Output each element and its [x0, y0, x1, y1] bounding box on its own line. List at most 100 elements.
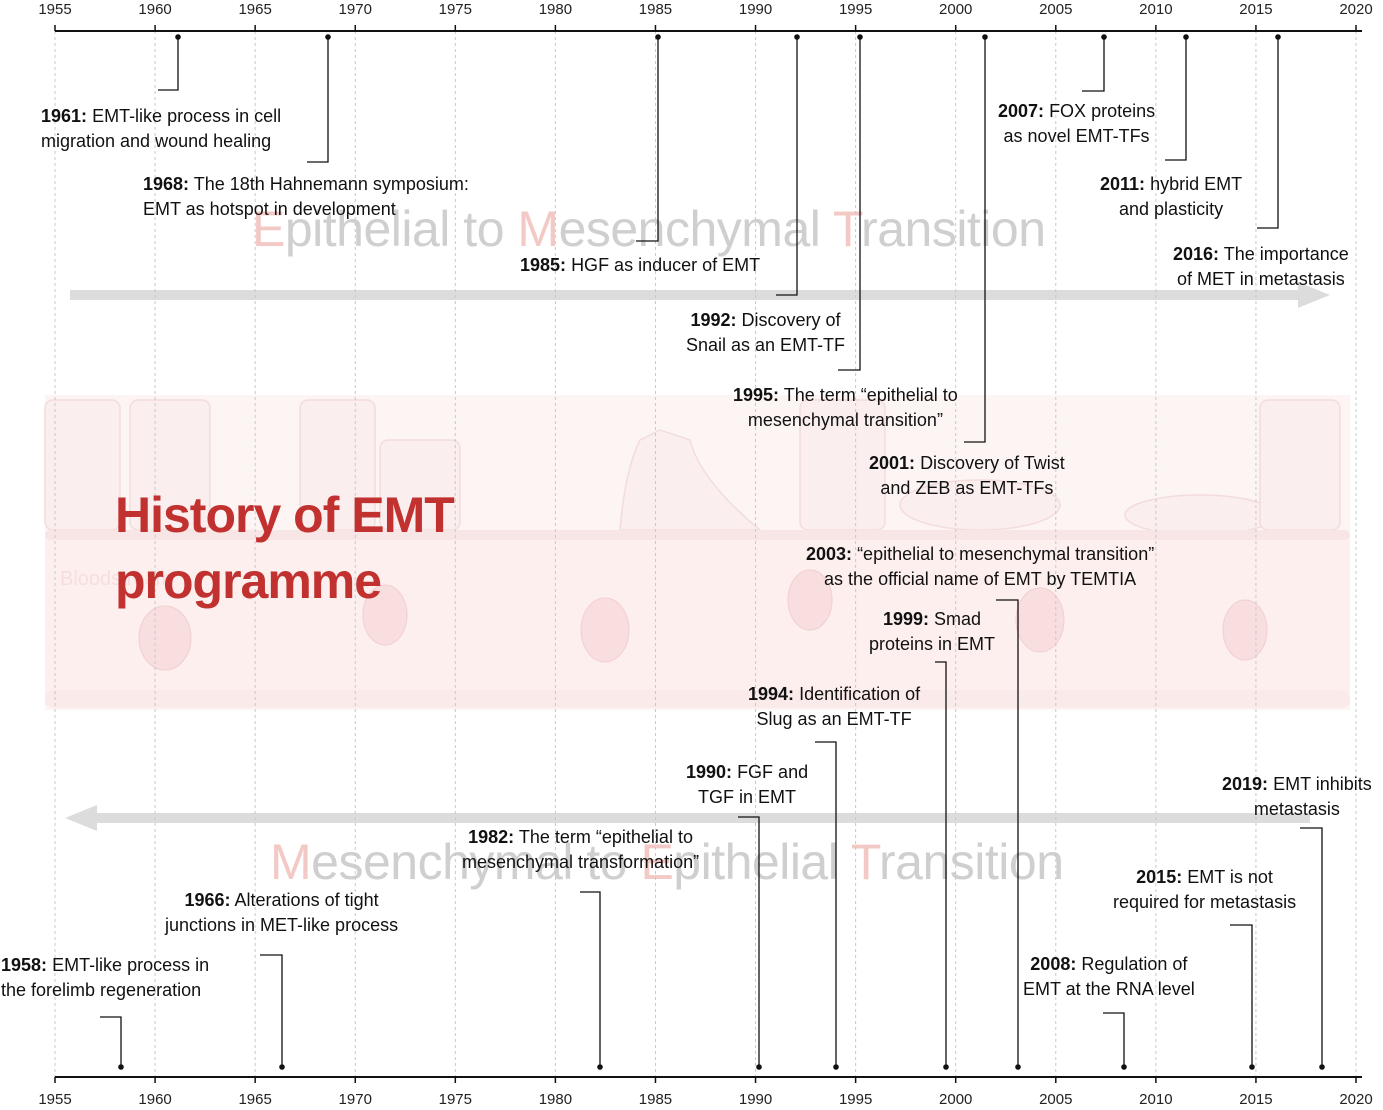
- top-event-label: 2007: FOX proteins as novel EMT-TFs: [998, 99, 1155, 149]
- event-text-line: and ZEB as EMT-TFs: [869, 476, 1065, 501]
- event-text-line: 1985: HGF as inducer of EMT: [520, 253, 760, 278]
- bottom-event-label: 1999: Smad proteins in EMT: [869, 607, 995, 657]
- top-axis-tick-label: 1955: [38, 1, 72, 18]
- top-axis-tick-label: 1985: [638, 1, 673, 18]
- event-description: EMT at the RNA level: [1023, 979, 1195, 999]
- top-axis-tick-label: 2015: [1239, 1, 1273, 18]
- event-description: EMT-like process in: [52, 955, 210, 975]
- top-event-connector: [776, 37, 798, 296]
- bottom-axis-tick-label: 1955: [38, 1091, 72, 1108]
- top-event-label: 1961: EMT-like process in cell migration …: [41, 104, 281, 154]
- top-event-connector: [1257, 37, 1279, 229]
- event-year: 1995:: [733, 385, 780, 405]
- event-text-line: 2001: Discovery of Twist: [869, 451, 1065, 476]
- event-description: Slug as an EMT-TF: [756, 709, 912, 729]
- emt-watermark: Epithelial to Mesenchymal Transition: [252, 201, 1046, 257]
- event-text-line: 1968: The 18th Hahnemann symposium:: [143, 172, 469, 197]
- bottom-axis-tick-label: 2010: [1139, 1091, 1173, 1108]
- bottom-event-dot: [943, 1064, 949, 1070]
- top-event-dot: [1275, 34, 1281, 40]
- event-text-line: and plasticity: [1100, 197, 1242, 222]
- blood-cells: [138, 569, 1268, 671]
- bottom-event-label: 2008: Regulation of EMT at the RNA level: [1023, 952, 1195, 1002]
- epithelial-cells: [44, 399, 1341, 536]
- event-description: Discovery of: [741, 310, 841, 330]
- top-axis-tick-label: 2000: [939, 1, 973, 18]
- event-text-line: as the official name of EMT by TEMTIA: [806, 567, 1154, 592]
- top-axis-tick-label: 2005: [1039, 1, 1073, 18]
- top-axis-tick-label: 1990: [738, 1, 773, 18]
- top-event-label: 1968: The 18th Hahnemann symposium: EMT a…: [143, 172, 469, 222]
- bottom-axis-tick-label: 1985: [638, 1091, 673, 1108]
- event-year: 2019:: [1222, 774, 1269, 794]
- event-year: 1982:: [468, 827, 515, 847]
- bloodstream-label: Bloodstream: [60, 568, 173, 590]
- event-description: EMT-like process in cell: [92, 106, 282, 126]
- event-description: EMT inhibits: [1273, 774, 1372, 794]
- event-description: Alterations of tight: [234, 890, 379, 910]
- top-event-dot: [1101, 34, 1107, 40]
- top-event-connector: [307, 37, 329, 163]
- bottom-event-dot: [833, 1064, 839, 1070]
- event-text-line: proteins in EMT: [869, 632, 995, 657]
- event-text-line: mesenchymal transition”: [733, 408, 958, 433]
- bottom-event-connector: [815, 741, 837, 1067]
- bottom-axis-tick-label: 1980: [538, 1091, 573, 1108]
- top-axis-tick-label: 1960: [138, 1, 172, 18]
- event-description: The 18th Hahnemann symposium:: [193, 174, 469, 194]
- bottom-axis-tick-label: 2015: [1239, 1091, 1273, 1108]
- event-year: 2016:: [1173, 244, 1220, 264]
- top-event-label: 1985: HGF as inducer of EMT: [520, 253, 760, 278]
- top-event-label: 1992: Discovery of Snail as an EMT-TF: [686, 308, 845, 358]
- top-event-dot: [794, 34, 800, 40]
- top-event-label: 2001: Discovery of Twist and ZEB as EMT-T…: [869, 451, 1065, 501]
- event-description: Identification of: [799, 684, 921, 704]
- top-event-dot: [1183, 34, 1189, 40]
- endothelial-lining: [45, 690, 1350, 708]
- event-text-line: 1958: EMT-like process in: [1, 953, 209, 978]
- top-event-connector: [1165, 37, 1187, 161]
- event-year: 2003:: [806, 544, 853, 564]
- event-description: Discovery of Twist: [920, 453, 1065, 473]
- met-arrowhead: [65, 805, 97, 831]
- event-text-line: junctions in MET-like process: [165, 913, 398, 938]
- event-description: as novel EMT-TFs: [1003, 126, 1150, 146]
- event-description: “epithelial to mesenchymal transition”: [857, 544, 1155, 564]
- event-text-line: 1990: FGF and: [686, 760, 808, 785]
- event-text-line: migration and wound healing: [41, 129, 281, 154]
- top-event-dot: [655, 34, 661, 40]
- event-text-line: of MET in metastasis: [1173, 267, 1349, 292]
- event-text-line: 1995: The term “epithelial to: [733, 383, 958, 408]
- bottom-event-connector: [1103, 1012, 1125, 1067]
- event-year: 1968:: [143, 174, 190, 194]
- met-watermark: Mesenchymal to Epithelial Transition: [270, 834, 1064, 890]
- event-text-line: as novel EMT-TFs: [998, 124, 1155, 149]
- event-text-line: 1961: EMT-like process in cell: [41, 104, 281, 129]
- event-description: FGF and: [737, 762, 809, 782]
- bottom-axis-tick-label: 1965: [238, 1091, 272, 1108]
- bottom-event-connector: [1230, 924, 1253, 1067]
- event-description: the forelimb regeneration: [1, 980, 202, 1000]
- bottom-axis-tick-label: 1990: [738, 1091, 773, 1108]
- event-description: hybrid EMT: [1150, 174, 1243, 194]
- bottom-event-connector: [738, 816, 760, 1067]
- event-text-line: the forelimb regeneration: [1, 978, 209, 1003]
- event-text-line: 2007: FOX proteins: [998, 99, 1155, 124]
- bottom-axis-tick-label: 2005: [1039, 1091, 1073, 1108]
- event-year: 1992:: [690, 310, 737, 330]
- top-event-label: 2011: hybrid EMT and plasticity: [1100, 172, 1242, 222]
- event-year: 2007:: [998, 101, 1045, 121]
- event-year: 2008:: [1030, 954, 1077, 974]
- top-event-dot: [325, 34, 331, 40]
- bottom-event-connector: [935, 661, 947, 1067]
- event-description: of MET in metastasis: [1177, 269, 1345, 289]
- event-text-line: 2003: “epithelial to mesenchymal transit…: [806, 542, 1154, 567]
- bottom-event-dot: [597, 1064, 603, 1070]
- event-text-line: 2016: The importance: [1173, 242, 1349, 267]
- event-text-line: 2015: EMT is not: [1113, 865, 1296, 890]
- event-text-line: 1992: Discovery of: [686, 308, 845, 333]
- bottom-event-dot: [1121, 1064, 1127, 1070]
